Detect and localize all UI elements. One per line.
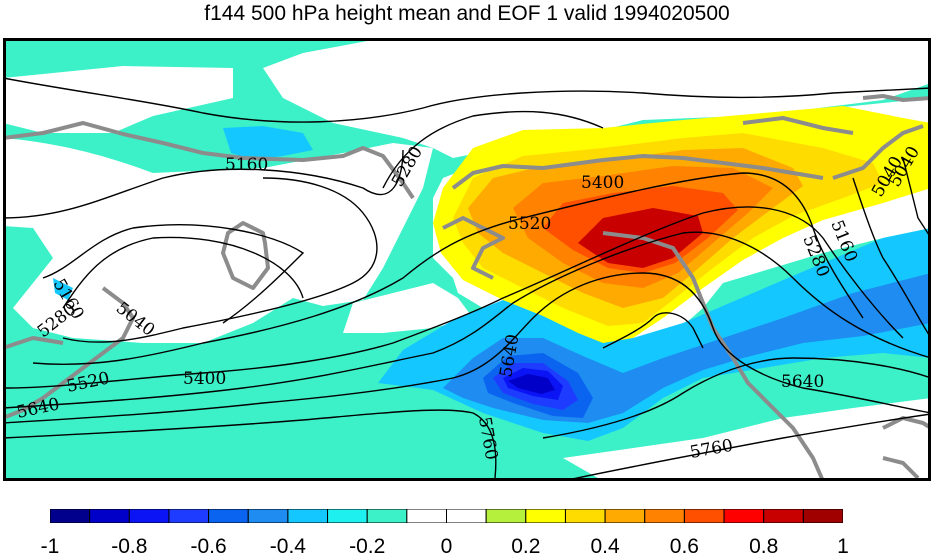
figure-title: f144 500 hPa height mean and EOF 1 valid…: [204, 2, 730, 25]
colorbar-swatch: [564, 509, 606, 523]
contour-label: 5640: [781, 372, 824, 392]
colorbar-tick-label: -0.2: [349, 535, 386, 558]
colorbar-swatch: [128, 509, 170, 523]
colorbar-tick-label: -1: [40, 535, 60, 558]
colorbar-swatch: [683, 509, 725, 523]
colorbar-swatch: [247, 509, 289, 523]
colorbar-swatch: [644, 509, 685, 523]
colorbar-tick-label: 0.4: [590, 535, 620, 558]
colorbar-swatch: [168, 509, 210, 523]
colorbar-swatch: [366, 509, 408, 523]
colorbar-swatch: [604, 509, 646, 523]
colorbar-swatch: [327, 509, 368, 523]
map-svg: 5160 5280 5400 5520 5040 5160 5280 5040 …: [3, 38, 931, 481]
colorbar-swatch: [802, 509, 843, 523]
contour-label: 5520: [508, 214, 551, 234]
colorbar-swatch: [89, 509, 130, 523]
colorbar-tick-label: 0.6: [669, 535, 699, 558]
colorbar-swatch: [723, 509, 765, 523]
colorbar-tick-label: 0: [440, 535, 453, 558]
colorbar-swatch: [525, 509, 566, 523]
colorbar-swatch: [406, 509, 448, 523]
colorbar-svg: [50, 509, 843, 523]
colorbar-swatch: [50, 509, 91, 523]
negative-regions: [53, 126, 931, 441]
contour-label: 5400: [581, 173, 624, 193]
colorbar-swatch: [485, 509, 527, 523]
colorbar-tick-label: 0.2: [511, 535, 541, 558]
colorbar-swatch: [446, 509, 487, 523]
contour-label: 5400: [183, 369, 226, 389]
colorbar-tick-label: 0.8: [749, 535, 779, 558]
colorbar-tick-label: -0.4: [269, 535, 306, 558]
colorbar-tick-label: 1: [837, 535, 849, 558]
map-frame: [3, 38, 931, 481]
colorbar-tick-label: -0.6: [190, 535, 227, 558]
colorbar: [50, 509, 843, 523]
colorbar-swatch: [763, 509, 804, 523]
height-contours: [3, 77, 931, 481]
colorbar-swatch: [208, 509, 249, 523]
contour-label: 5160: [225, 155, 268, 175]
map-panel: 5160 5280 5400 5520 5040 5160 5280 5040 …: [3, 38, 931, 481]
colorbar-tick-label: -0.8: [111, 535, 148, 558]
colorbar-swatch: [287, 509, 329, 523]
